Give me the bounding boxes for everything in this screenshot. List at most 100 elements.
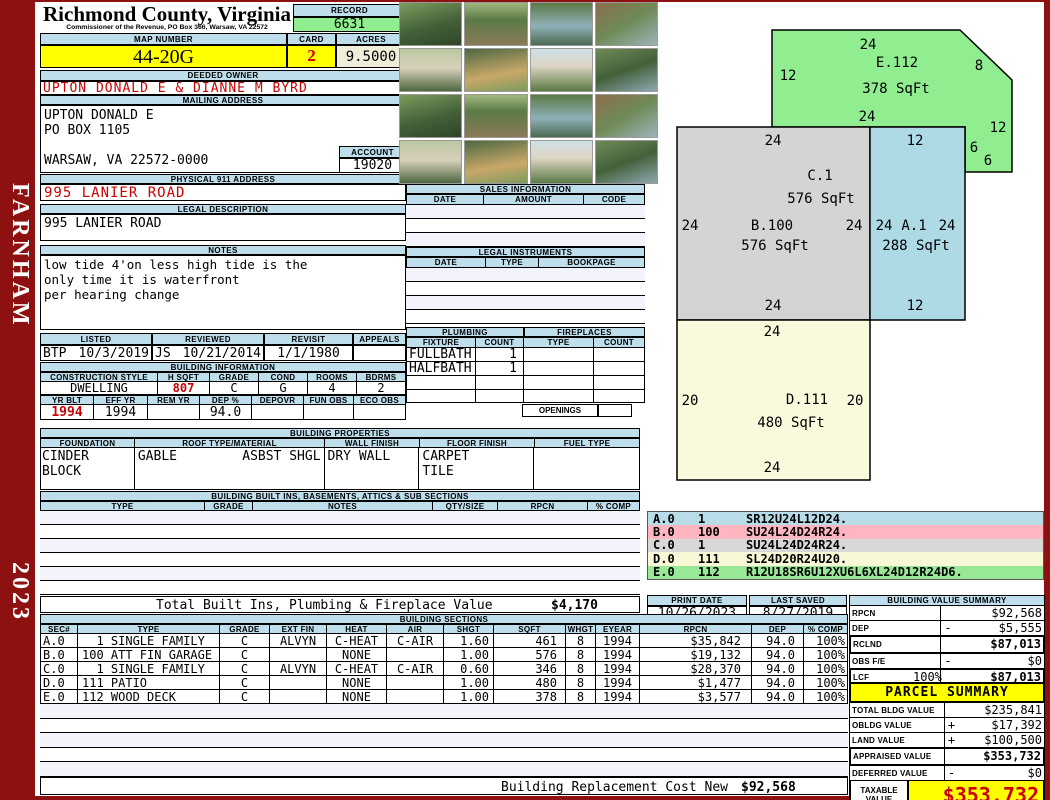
wall-finish-value: DRY WALL — [325, 448, 420, 489]
building-properties-values: CINDER BLOCK GABLE ASBST SHGL DRY WALL C… — [40, 448, 640, 490]
cell-comp: 100% — [804, 676, 848, 689]
photo-thumbnail[interactable] — [594, 140, 658, 184]
col-grade2: GRADE — [220, 624, 270, 634]
fixture-count-value: 1 — [476, 348, 524, 361]
col-sqft: SQFT — [494, 624, 566, 634]
sketch-section-a — [869, 126, 966, 321]
plumbing-empty-row — [406, 376, 645, 390]
remyr-value — [148, 405, 200, 419]
legend-code: E.0 — [653, 565, 675, 580]
card-value: 2 — [287, 45, 336, 68]
cell-dep: 94.0 — [752, 690, 804, 703]
sketch-section-label: C.1 — [807, 168, 833, 184]
construction-style-value: DWELLING — [40, 382, 158, 394]
roof-material-value: ASBST SHGL — [242, 449, 321, 464]
col-bi-type: TYPE — [40, 501, 205, 511]
legend-num: 1 — [698, 538, 706, 553]
built-ins-total-value: $4,170 — [551, 598, 598, 613]
photo-thumbnail[interactable] — [464, 2, 528, 46]
legend-row-d: D.0 111 SL24D20R24U20. — [648, 551, 1043, 566]
col-sales-code: CODE — [584, 194, 645, 205]
floor-finish-line1: CARPET — [422, 449, 470, 464]
cell-sec: A.0 — [40, 634, 78, 647]
cell-heat: NONE — [327, 690, 387, 703]
legend-vector: SL24D20R24U20. — [746, 551, 848, 566]
cell-dep: 94.0 — [752, 634, 804, 647]
sketch-dim: 24 — [845, 218, 863, 234]
photo-thumbnail[interactable] — [399, 94, 463, 138]
col-bi-qty: QTY/SIZE — [433, 501, 498, 511]
cond-value: G — [259, 382, 308, 394]
cell-whgt: 8 — [566, 648, 596, 661]
col-remyr: REM YR — [148, 395, 200, 405]
cell-type: 1 SINGLE FAMILY — [78, 662, 220, 675]
cell-heat: C-HEAT — [327, 662, 387, 675]
col-comp2: % COMP — [804, 624, 848, 634]
cell-type: 100 ATT FIN GARAGE — [78, 648, 220, 661]
card-header: CARD — [287, 33, 336, 45]
parcel-label: APPRAISED VALUE — [851, 749, 945, 764]
photo-thumbnail[interactable] — [529, 94, 593, 138]
col-rpcn2: RPCN — [640, 624, 752, 634]
parcel-sign — [945, 703, 958, 717]
photo-thumbnail[interactable] — [464, 48, 528, 92]
cell-comp: 100% — [804, 648, 848, 661]
section-row: B.0 100 ATT FIN GARAGE C NONE 1.00 576 8… — [40, 648, 848, 662]
cell-sqft: 480 — [494, 676, 566, 689]
building-sections-cols: SEC# TYPE GRADE EXT FIN HEAT AIR SHGT SQ… — [40, 624, 848, 634]
sketch-dim: 8 — [974, 58, 984, 74]
bvs-label: DEP — [850, 621, 941, 635]
sketch-dim: 20 — [846, 393, 864, 409]
photo-thumbnail[interactable] — [399, 2, 463, 46]
sketch-dim: 24 — [938, 218, 956, 234]
cell-rpcn: $1,477 — [640, 676, 752, 689]
col-roof: ROOF TYPE/MATERIAL — [135, 438, 325, 448]
photo-thumbnail[interactable] — [529, 2, 593, 46]
taxable-value-amount: $353,732 — [909, 781, 1043, 800]
col-bi-comp: % COMP — [588, 501, 640, 511]
legend-code: C.0 — [653, 538, 675, 553]
cell-extfin — [270, 690, 327, 703]
sketch-section-bc — [676, 126, 871, 321]
sketch-area-label: 288 SqFt — [882, 238, 950, 254]
cell-air: C-AIR — [387, 662, 444, 675]
photo-thumbnail[interactable] — [594, 48, 658, 92]
county-subtitle: Commissioner of the Revenue, PO Box 366,… — [66, 24, 268, 31]
photo-thumbnail[interactable] — [464, 140, 528, 184]
photo-thumbnail[interactable] — [399, 140, 463, 184]
revisit-header: REVISIT — [264, 333, 353, 345]
col-wall-finish: WALL FINISH — [325, 438, 420, 448]
parcel-row: TOTAL BLDG VALUE $235,841 — [849, 703, 1045, 718]
parcel-summary: PARCEL SUMMARY TOTAL BLDG VALUE $235,841… — [849, 682, 1045, 800]
legend-num: 1 — [698, 511, 706, 526]
sketch-dim: 12 — [989, 120, 1007, 136]
built-ins-empty-rows — [40, 511, 640, 595]
roof-value: GABLE ASBST SHGL — [135, 448, 325, 489]
cell-grade: C — [220, 634, 270, 647]
photo-thumbnail[interactable] — [464, 94, 528, 138]
col-sec: SEC# — [40, 624, 78, 634]
photo-thumbnail[interactable] — [399, 48, 463, 92]
rooms-value: 4 — [308, 382, 357, 394]
district-label: FARNHAM — [7, 183, 33, 328]
col-bdrms: BDRMS — [357, 372, 406, 382]
cell-sec: C.0 — [40, 662, 78, 675]
section-row: C.0 1 SINGLE FAMILY C ALVYN C-HEAT C-AIR… — [40, 662, 848, 676]
photo-thumbnail[interactable] — [594, 94, 658, 138]
col-dep-pct: DEP % — [200, 395, 252, 405]
cell-dep: 94.0 — [752, 648, 804, 661]
col-rooms: ROOMS — [308, 372, 357, 382]
mailing-line-1: UPTON DONALD E — [44, 108, 154, 123]
map-number-value: 44-20G — [40, 45, 287, 68]
photo-grid — [399, 2, 658, 184]
building-value-summary-header: BUILDING VALUE SUMMARY — [849, 595, 1045, 606]
cell-rpcn: $35,842 — [640, 634, 752, 647]
cell-type: 111 PATIO — [78, 676, 220, 689]
photo-thumbnail[interactable] — [594, 2, 658, 46]
revisit-value: 1/1/1980 — [264, 345, 353, 361]
cell-grade: C — [220, 676, 270, 689]
mailing-line-2: PO BOX 1105 — [44, 123, 131, 138]
cell-eyear: 1994 — [596, 648, 640, 661]
photo-thumbnail[interactable] — [529, 140, 593, 184]
photo-thumbnail[interactable] — [529, 48, 593, 92]
